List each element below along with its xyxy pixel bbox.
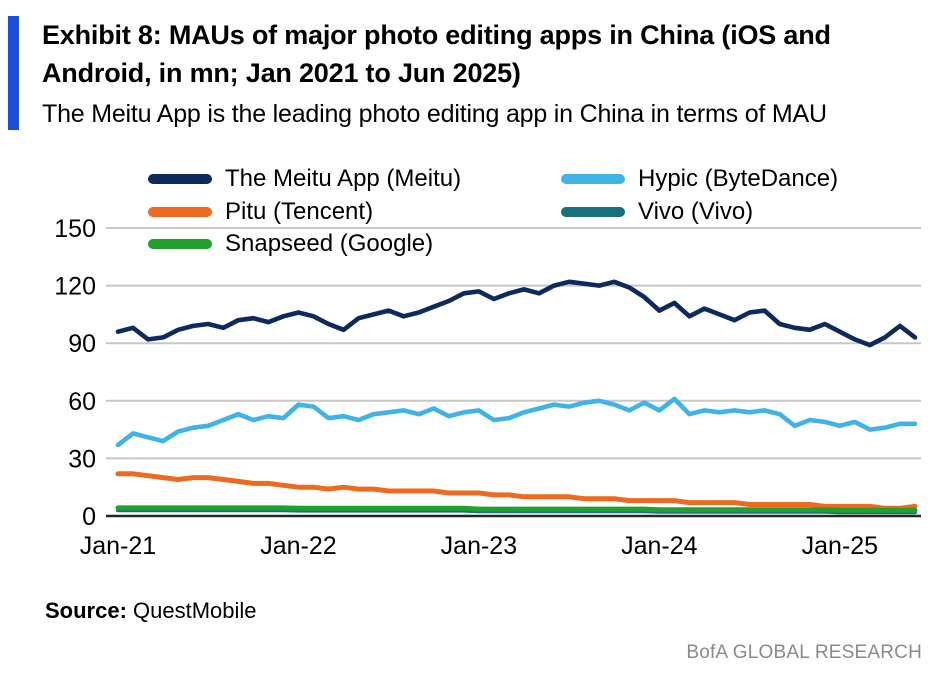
y-tick-label: 0 xyxy=(82,503,96,531)
y-tick-label: 60 xyxy=(68,388,96,416)
exhibit-title: Exhibit 8: MAUs of major photo editing a… xyxy=(42,20,831,89)
legend-swatch xyxy=(148,239,212,250)
legend-label: The Meitu App (Meitu) xyxy=(225,165,462,193)
y-tick-label: 90 xyxy=(68,330,96,358)
chart-area: 0 30 60 90 120 150 Jan-21 Jan-22 Jan-23 Jan-24 Jan… xyxy=(0,160,950,584)
x-tick-label: Jan-25 xyxy=(802,532,878,560)
exhibit-subtitle: The Meitu App is the leading photo editi… xyxy=(42,99,827,128)
legend-item-3: Vivo (Vivo) xyxy=(561,197,838,225)
legend-swatch xyxy=(148,174,212,185)
legend-label: Vivo (Vivo) xyxy=(638,197,754,225)
legend-item-2: Pitu (Tencent) xyxy=(148,197,561,225)
series-line-2 xyxy=(115,471,918,511)
series-line-1 xyxy=(115,396,918,448)
accent-bar xyxy=(8,16,19,131)
x-tick-label: Jan-23 xyxy=(441,532,517,560)
source-label: Source: xyxy=(45,598,127,624)
y-tick-label: 120 xyxy=(54,273,96,301)
legend-label: Snapseed (Google) xyxy=(225,229,434,257)
mau-line-chart: 0 30 60 90 120 150 Jan-21 Jan-22 Jan-23 Jan-24 Jan… xyxy=(54,215,921,560)
x-tick-label: Jan-21 xyxy=(80,532,156,560)
x-tick-label: Jan-24 xyxy=(621,532,698,560)
legend-swatch xyxy=(148,206,212,217)
series-line-4 xyxy=(115,505,918,513)
x-tick-label: Jan-22 xyxy=(260,532,336,560)
series-line-0 xyxy=(115,279,918,348)
footer-brand: BofA GLOBAL RESEARCH xyxy=(686,642,922,663)
legend-swatch xyxy=(561,174,625,185)
source-line: Source: QuestMobile xyxy=(45,598,950,624)
legend-label: Pitu (Tencent) xyxy=(225,197,374,225)
header: Exhibit 8: MAUs of major photo editing a… xyxy=(0,0,950,131)
y-tick-label: 150 xyxy=(54,215,96,243)
legend-item-1: Hypic (ByteDance) xyxy=(561,165,839,193)
legend-label: Hypic (ByteDance) xyxy=(638,165,839,193)
legend-item-4: Snapseed (Google) xyxy=(148,229,561,257)
legend-item-0: The Meitu App (Meitu) xyxy=(148,165,561,193)
chart-legend: The Meitu App (Meitu) Hypic (ByteDance) Pi… xyxy=(148,165,839,257)
source-value: QuestMobile xyxy=(126,598,257,624)
y-tick-label: 30 xyxy=(68,446,96,474)
titles: Exhibit 8: MAUs of major photo editing a… xyxy=(42,16,922,130)
legend-swatch xyxy=(561,206,625,217)
